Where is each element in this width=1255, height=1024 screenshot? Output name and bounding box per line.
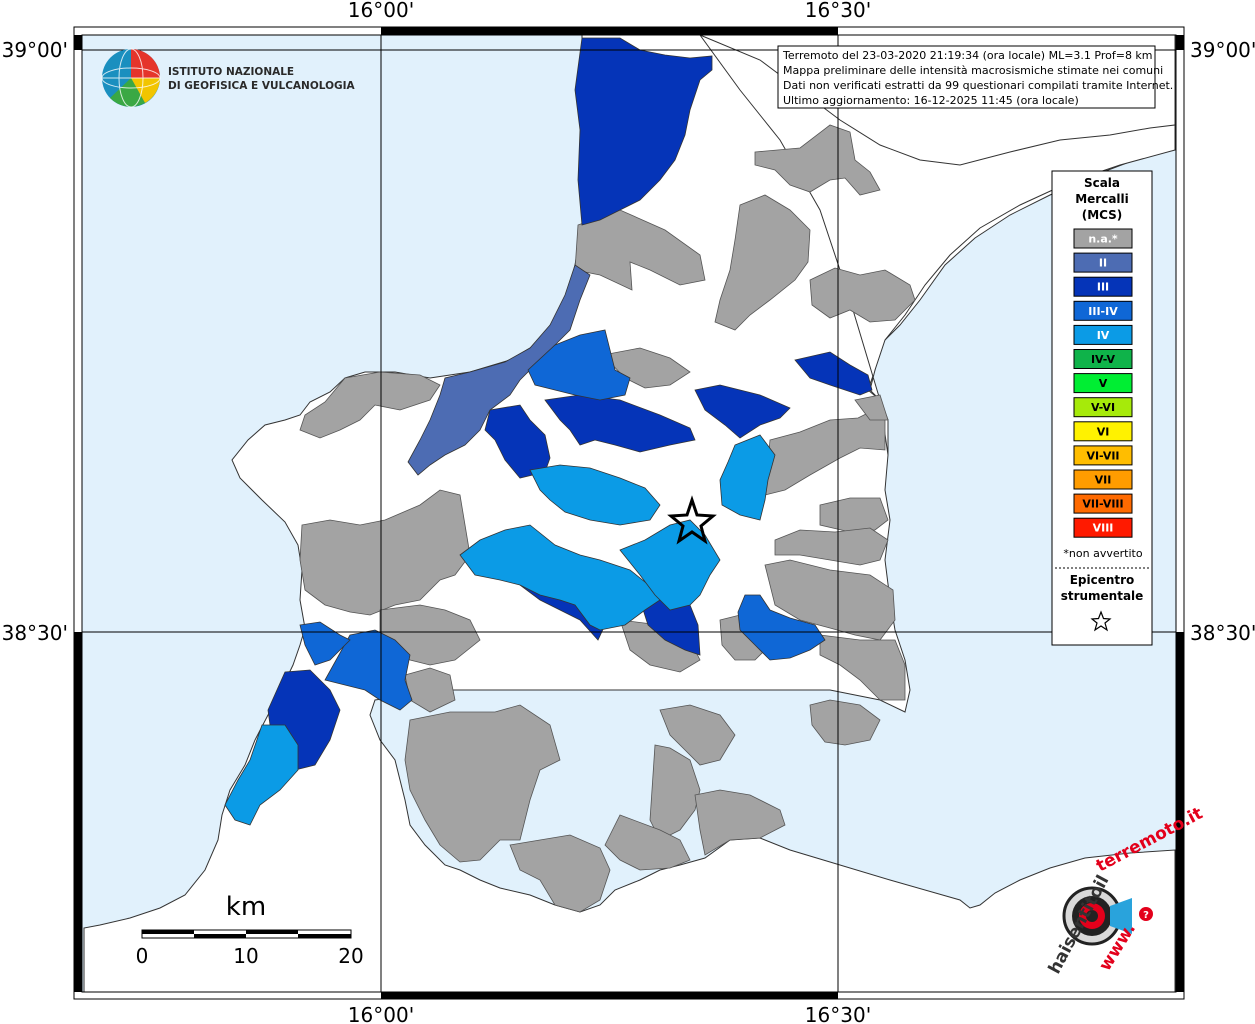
info-line-4: Ultimo aggiornamento: 16-12-2025 11:45 (… bbox=[783, 94, 1079, 107]
legend-swatch bbox=[1073, 300, 1133, 321]
info-line-2: Mappa preliminare delle intensità macros… bbox=[783, 64, 1163, 77]
event-info-box: Terremoto del 23-03-2020 21:19:34 (ora l… bbox=[777, 45, 1173, 109]
legend-label: IV bbox=[1097, 329, 1110, 342]
legend-label: VII bbox=[1095, 474, 1112, 487]
question-icon bbox=[1139, 907, 1153, 921]
scale-bar: km 0 10 20 bbox=[136, 892, 364, 968]
legend-swatch bbox=[1073, 397, 1133, 418]
legend-label: n.a.* bbox=[1088, 233, 1118, 246]
lat-label-right-2: 38°30' bbox=[1190, 621, 1255, 645]
map-frame bbox=[73, 26, 1185, 1000]
legend-swatch bbox=[1073, 517, 1133, 538]
legend-swatch bbox=[1073, 373, 1133, 394]
legend-star-icon bbox=[1090, 610, 1112, 632]
legend-label: VII-VIII bbox=[1082, 498, 1123, 511]
legend-title-3: (MCS) bbox=[1082, 208, 1123, 222]
legend-swatch bbox=[1073, 252, 1133, 273]
lon-label-top-1: 16°00' bbox=[348, 0, 414, 22]
municipalities-iv bbox=[224, 434, 776, 826]
legend-label: IV-V bbox=[1091, 353, 1116, 366]
legend-swatch bbox=[1073, 324, 1133, 345]
lon-label-bottom-1: 16°00' bbox=[348, 1003, 414, 1024]
scale-unit: km bbox=[226, 892, 266, 922]
legend-swatch bbox=[1073, 228, 1133, 249]
scale-tick-20: 20 bbox=[338, 944, 363, 968]
legend-note: *non avvertito bbox=[1063, 547, 1142, 560]
municipalities-na bbox=[299, 124, 916, 913]
legend-label: V-VI bbox=[1091, 401, 1115, 414]
legend-epicenter-2: strumentale bbox=[1061, 589, 1144, 603]
scale-tick-10: 10 bbox=[233, 944, 258, 968]
legend-title-1: Scala bbox=[1084, 176, 1120, 190]
municipalities-iii-iv bbox=[299, 329, 826, 711]
lat-label-left-1: 39°00' bbox=[2, 38, 68, 62]
legend-swatch bbox=[1073, 276, 1133, 297]
lon-label-bottom-2: 16°30' bbox=[805, 1003, 871, 1024]
legend-swatch bbox=[1073, 493, 1133, 514]
legend-swatch bbox=[1073, 445, 1133, 466]
svg-text:?: ? bbox=[1143, 910, 1149, 921]
legend-label: VIII bbox=[1093, 522, 1114, 535]
scale-tick-0: 0 bbox=[136, 944, 149, 968]
legend-label: VI bbox=[1097, 425, 1110, 438]
lat-label-right-1: 39°00' bbox=[1190, 38, 1255, 62]
legend-title-2: Mercalli bbox=[1075, 192, 1129, 206]
legend-label: VI-VII bbox=[1086, 449, 1119, 462]
ingv-name-line2: DI GEOFISICA E VULCANOLOGIA bbox=[168, 80, 356, 92]
legend-swatch bbox=[1073, 421, 1133, 442]
info-line-3: Dati non verificati estratti da 99 quest… bbox=[783, 79, 1173, 92]
legend-label: III-IV bbox=[1088, 305, 1118, 318]
legend-label: II bbox=[1099, 257, 1107, 270]
ingv-name-line1: ISTITUTO NAZIONALE bbox=[168, 66, 294, 78]
legend-epicenter-1: Epicentro bbox=[1070, 573, 1135, 587]
lon-label-top-2: 16°30' bbox=[805, 0, 871, 22]
legend-label: III bbox=[1097, 281, 1109, 294]
ingv-logo: ISTITUTO NAZIONALE DI GEOFISICA E VULCAN… bbox=[101, 48, 356, 108]
legend-label: V bbox=[1099, 377, 1108, 390]
mcs-legend: Scala Mercalli (MCS) n.a.*IIIIIIII-IVIVI… bbox=[1051, 170, 1153, 646]
info-line-1: Terremoto del 23-03-2020 21:19:34 (ora l… bbox=[782, 49, 1153, 62]
legend-swatch bbox=[1073, 469, 1133, 490]
lat-label-left-2: 38°30' bbox=[2, 621, 68, 645]
legend-swatch bbox=[1073, 349, 1133, 369]
epicenter-star-icon bbox=[667, 495, 717, 545]
